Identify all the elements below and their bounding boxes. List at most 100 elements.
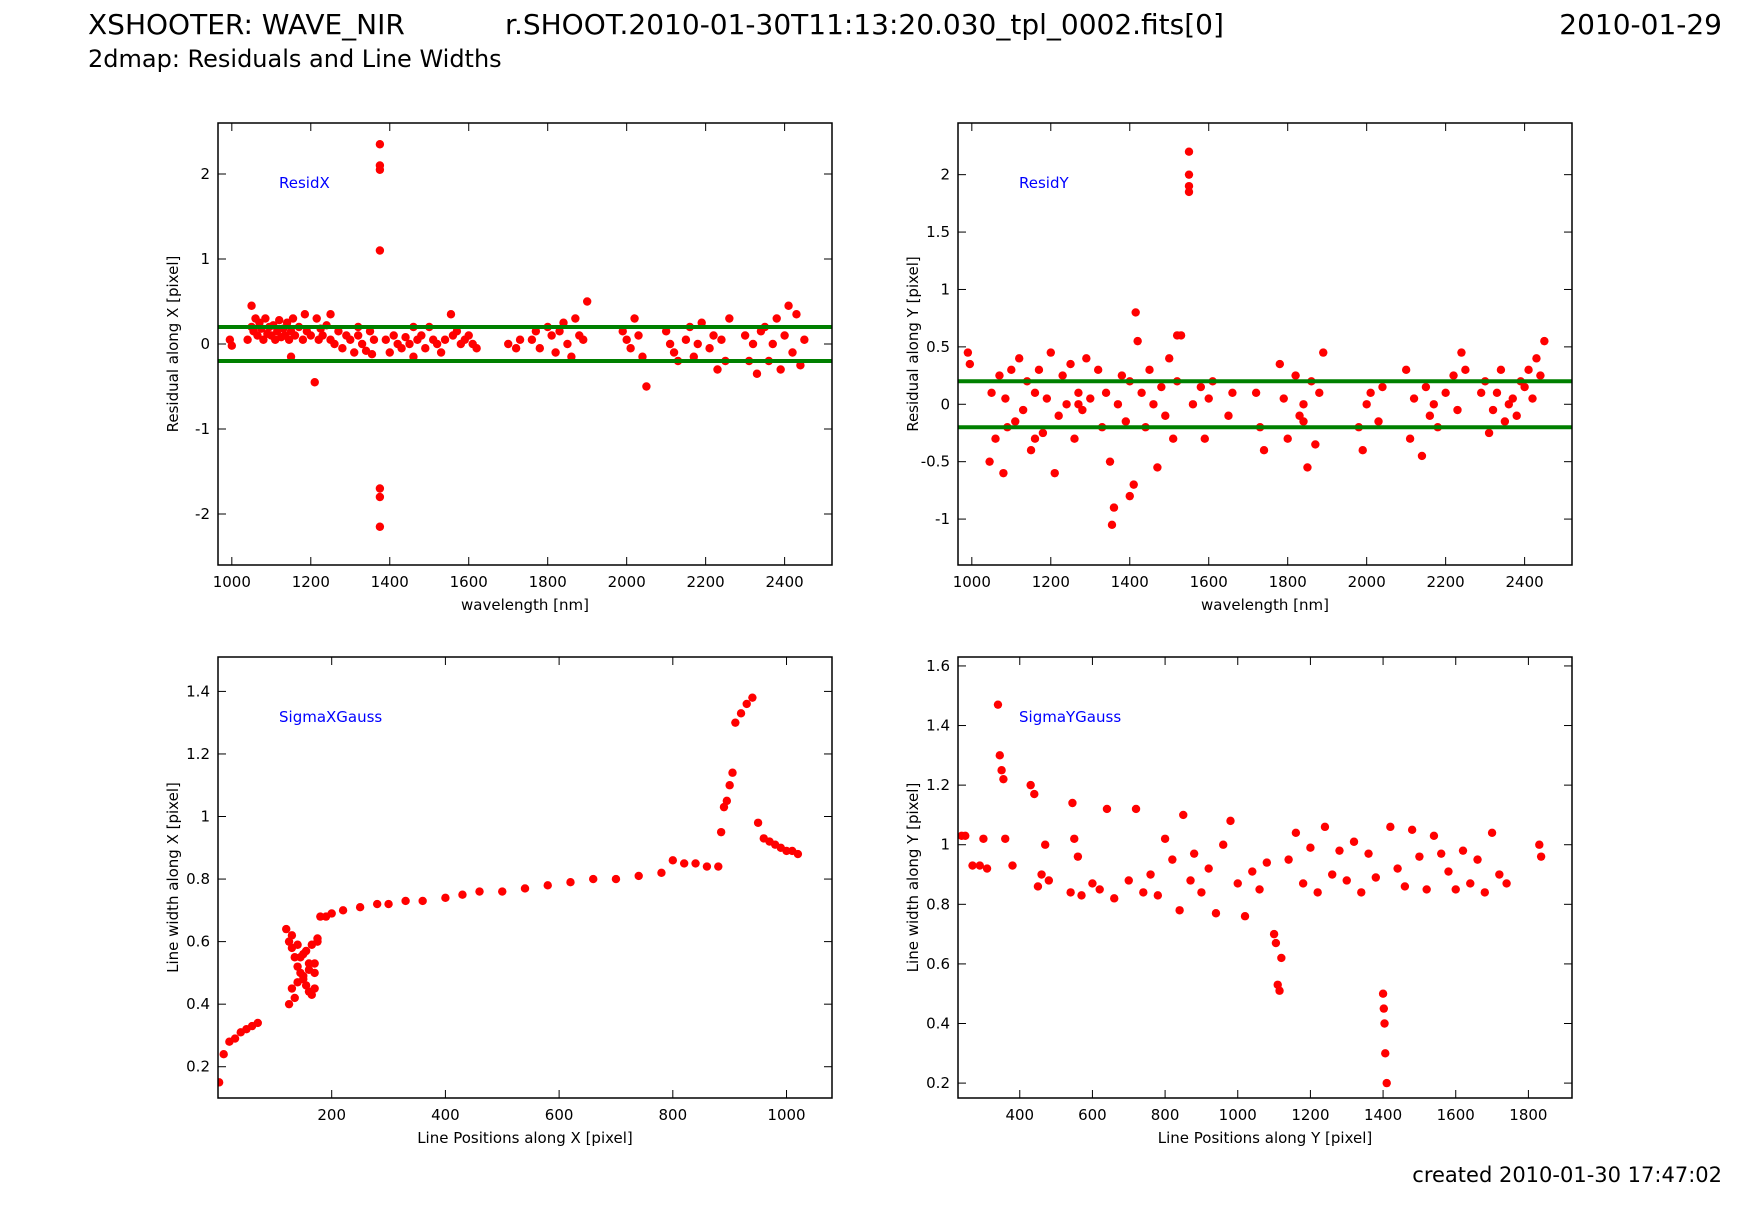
data-point <box>1378 382 1387 392</box>
data-point <box>1062 400 1071 409</box>
data-point <box>728 768 737 777</box>
data-point <box>219 1050 228 1059</box>
data-point <box>515 335 525 344</box>
data-point <box>1117 371 1127 380</box>
data-point <box>365 327 375 336</box>
data-point <box>1033 882 1043 891</box>
data-point <box>736 709 746 718</box>
data-point <box>1050 468 1059 478</box>
data-point <box>965 359 975 369</box>
y-tick-label: 2 <box>200 165 210 183</box>
data-point <box>307 940 317 949</box>
data-point <box>293 940 302 949</box>
data-point <box>290 993 299 1003</box>
data-point <box>372 899 382 909</box>
data-point <box>452 327 462 336</box>
data-point <box>768 339 777 349</box>
data-point <box>1074 400 1083 409</box>
data-point <box>995 751 1004 760</box>
data-point <box>1508 394 1517 403</box>
x-tick-label: 2200 <box>1427 573 1465 591</box>
data-point <box>987 388 996 397</box>
data-point <box>318 331 327 340</box>
data-point <box>1366 388 1375 397</box>
data-point <box>1093 365 1103 375</box>
data-point <box>748 339 758 349</box>
data-point <box>1110 894 1119 903</box>
data-point <box>1473 855 1482 864</box>
data-point <box>716 827 726 837</box>
data-point <box>1451 885 1460 894</box>
data-point <box>551 348 560 357</box>
data-point <box>1298 879 1308 888</box>
data-point <box>313 934 322 943</box>
data-point <box>1441 388 1450 397</box>
data-point <box>702 862 712 871</box>
x-tick-label: 1200 <box>1291 1106 1329 1124</box>
data-point <box>1082 354 1091 363</box>
data-point <box>982 864 992 873</box>
data-point <box>1277 953 1286 963</box>
x-tick-label: 2400 <box>766 573 804 591</box>
data-point <box>1105 457 1115 466</box>
data-point <box>1275 359 1285 369</box>
data-point <box>293 978 302 987</box>
data-point <box>1189 849 1199 858</box>
data-point <box>458 890 467 899</box>
data-point <box>800 335 809 344</box>
x-axis-label: Line Positions along Y [pixel] <box>1158 1129 1372 1147</box>
sigmax-panel: 200 400 600 800 1000 0.2 0.4 0.6 0.8 1 1.2 1.4 Line … <box>164 656 833 1147</box>
data-point <box>1011 417 1020 426</box>
data-point <box>1113 400 1123 409</box>
data-point <box>1315 388 1324 397</box>
data-point <box>1381 1049 1390 1058</box>
data-point <box>1271 938 1281 948</box>
instrument-title: XSHOOTER: WAVE_NIR <box>88 8 405 41</box>
data-point <box>731 718 740 727</box>
data-point <box>504 339 513 349</box>
y-tick-label: 1 <box>200 250 210 268</box>
data-point <box>693 339 702 349</box>
data-point <box>446 310 456 319</box>
series-label: SigmaXGauss <box>279 708 382 726</box>
sigmay-panel: 400 600 800 1000 1200 1400 1600 1800 0.2 0.4 0.6 0.… <box>904 656 1573 1147</box>
y-tick-label: 0.8 <box>186 870 210 888</box>
data-point <box>1335 846 1344 855</box>
data-point <box>582 297 592 306</box>
plot-frame <box>957 122 1573 566</box>
data-point <box>1357 888 1366 897</box>
data-point <box>1095 885 1104 894</box>
data-point <box>293 962 302 971</box>
x-tick-label: 1200 <box>1032 573 1070 591</box>
y-tick-label: 0.4 <box>186 995 210 1013</box>
data-point <box>441 893 450 903</box>
data-point <box>1284 855 1293 864</box>
y-tick-label: 0.6 <box>926 955 950 973</box>
y-tick-label: 0.2 <box>926 1074 950 1092</box>
data-point <box>1492 388 1502 397</box>
data-point <box>1275 986 1284 995</box>
data-point <box>300 310 310 319</box>
data-point <box>253 1018 262 1028</box>
x-tick-label: 1200 <box>292 573 330 591</box>
x-tick-label: 1000 <box>953 573 991 591</box>
data-point <box>1184 187 1194 197</box>
data-point <box>367 350 377 359</box>
x-tick-label: 1600 <box>1437 1106 1475 1124</box>
y-tick-label: 0.2 <box>186 1058 210 1076</box>
data-point <box>740 331 750 340</box>
data-point <box>1371 873 1381 882</box>
data-point <box>634 331 643 340</box>
data-point <box>346 335 355 344</box>
data-point <box>661 327 671 336</box>
data-point <box>1165 354 1174 363</box>
data-point <box>1186 876 1195 885</box>
data-point <box>409 352 418 361</box>
y-tick-label: -0.5 <box>921 453 950 471</box>
data-point <box>1107 520 1117 530</box>
data-point <box>1502 879 1511 888</box>
data-point <box>1046 348 1055 357</box>
data-point <box>1484 428 1494 438</box>
data-point <box>1204 864 1213 873</box>
data-point <box>290 331 300 340</box>
